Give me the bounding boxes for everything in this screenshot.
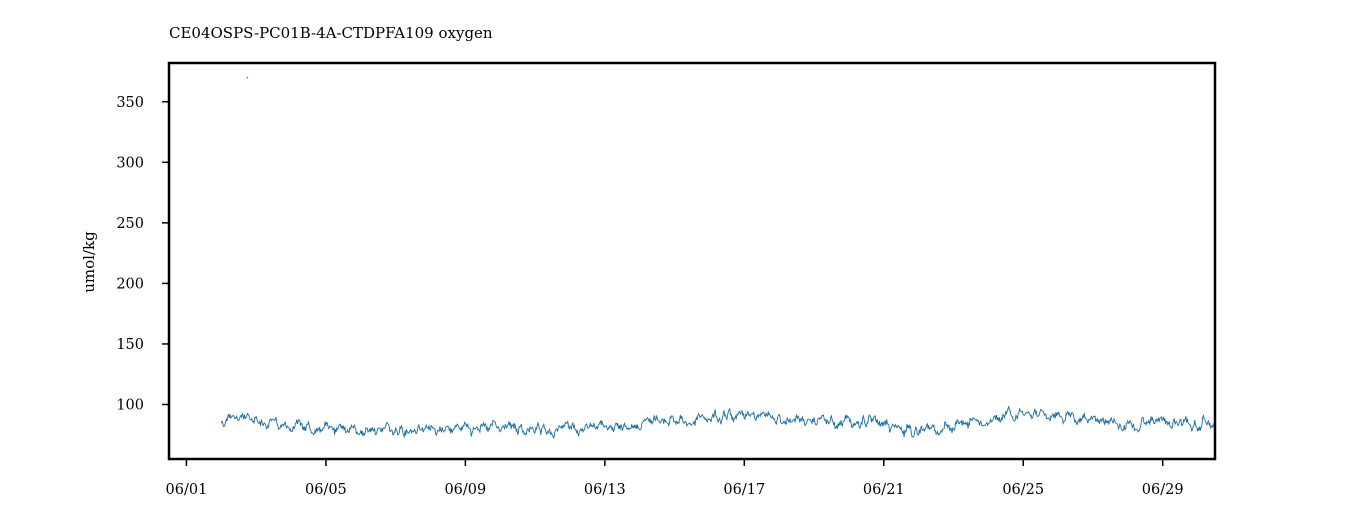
x-axis: 06/01 06/05 06/09 06/13 06/17 06/21 06/25 06/29 bbox=[166, 459, 1184, 498]
series-layer bbox=[220, 76, 1216, 439]
x-tick-label: 06/05 bbox=[305, 482, 347, 498]
series-line bbox=[220, 406, 1216, 439]
x-tick-label: 06/01 bbox=[166, 482, 208, 498]
x-tick-label: 06/17 bbox=[723, 482, 765, 498]
outlier-point bbox=[246, 76, 249, 79]
y-tick-label: 300 bbox=[116, 155, 144, 171]
y-tick-label: 250 bbox=[116, 216, 144, 232]
chart-title: CE04OSPS-PC01B-4A-CTDPFA109 oxygen bbox=[169, 24, 493, 42]
y-axis: 100 150 200 250 300 350 bbox=[116, 95, 169, 414]
y-tick-label: 350 bbox=[116, 95, 144, 111]
plot-frame bbox=[167, 61, 1217, 461]
y-tick-label: 200 bbox=[116, 276, 144, 292]
x-tick-label: 06/25 bbox=[1002, 482, 1044, 498]
x-tick-label: 06/13 bbox=[584, 482, 626, 498]
y-axis-label: umol/kg bbox=[80, 231, 98, 293]
y-tick-label: 100 bbox=[116, 398, 144, 414]
x-tick-label: 06/29 bbox=[1142, 482, 1184, 498]
x-tick-label: 06/09 bbox=[444, 482, 486, 498]
x-tick-label: 06/21 bbox=[863, 482, 905, 498]
y-tick-label: 150 bbox=[116, 337, 144, 353]
